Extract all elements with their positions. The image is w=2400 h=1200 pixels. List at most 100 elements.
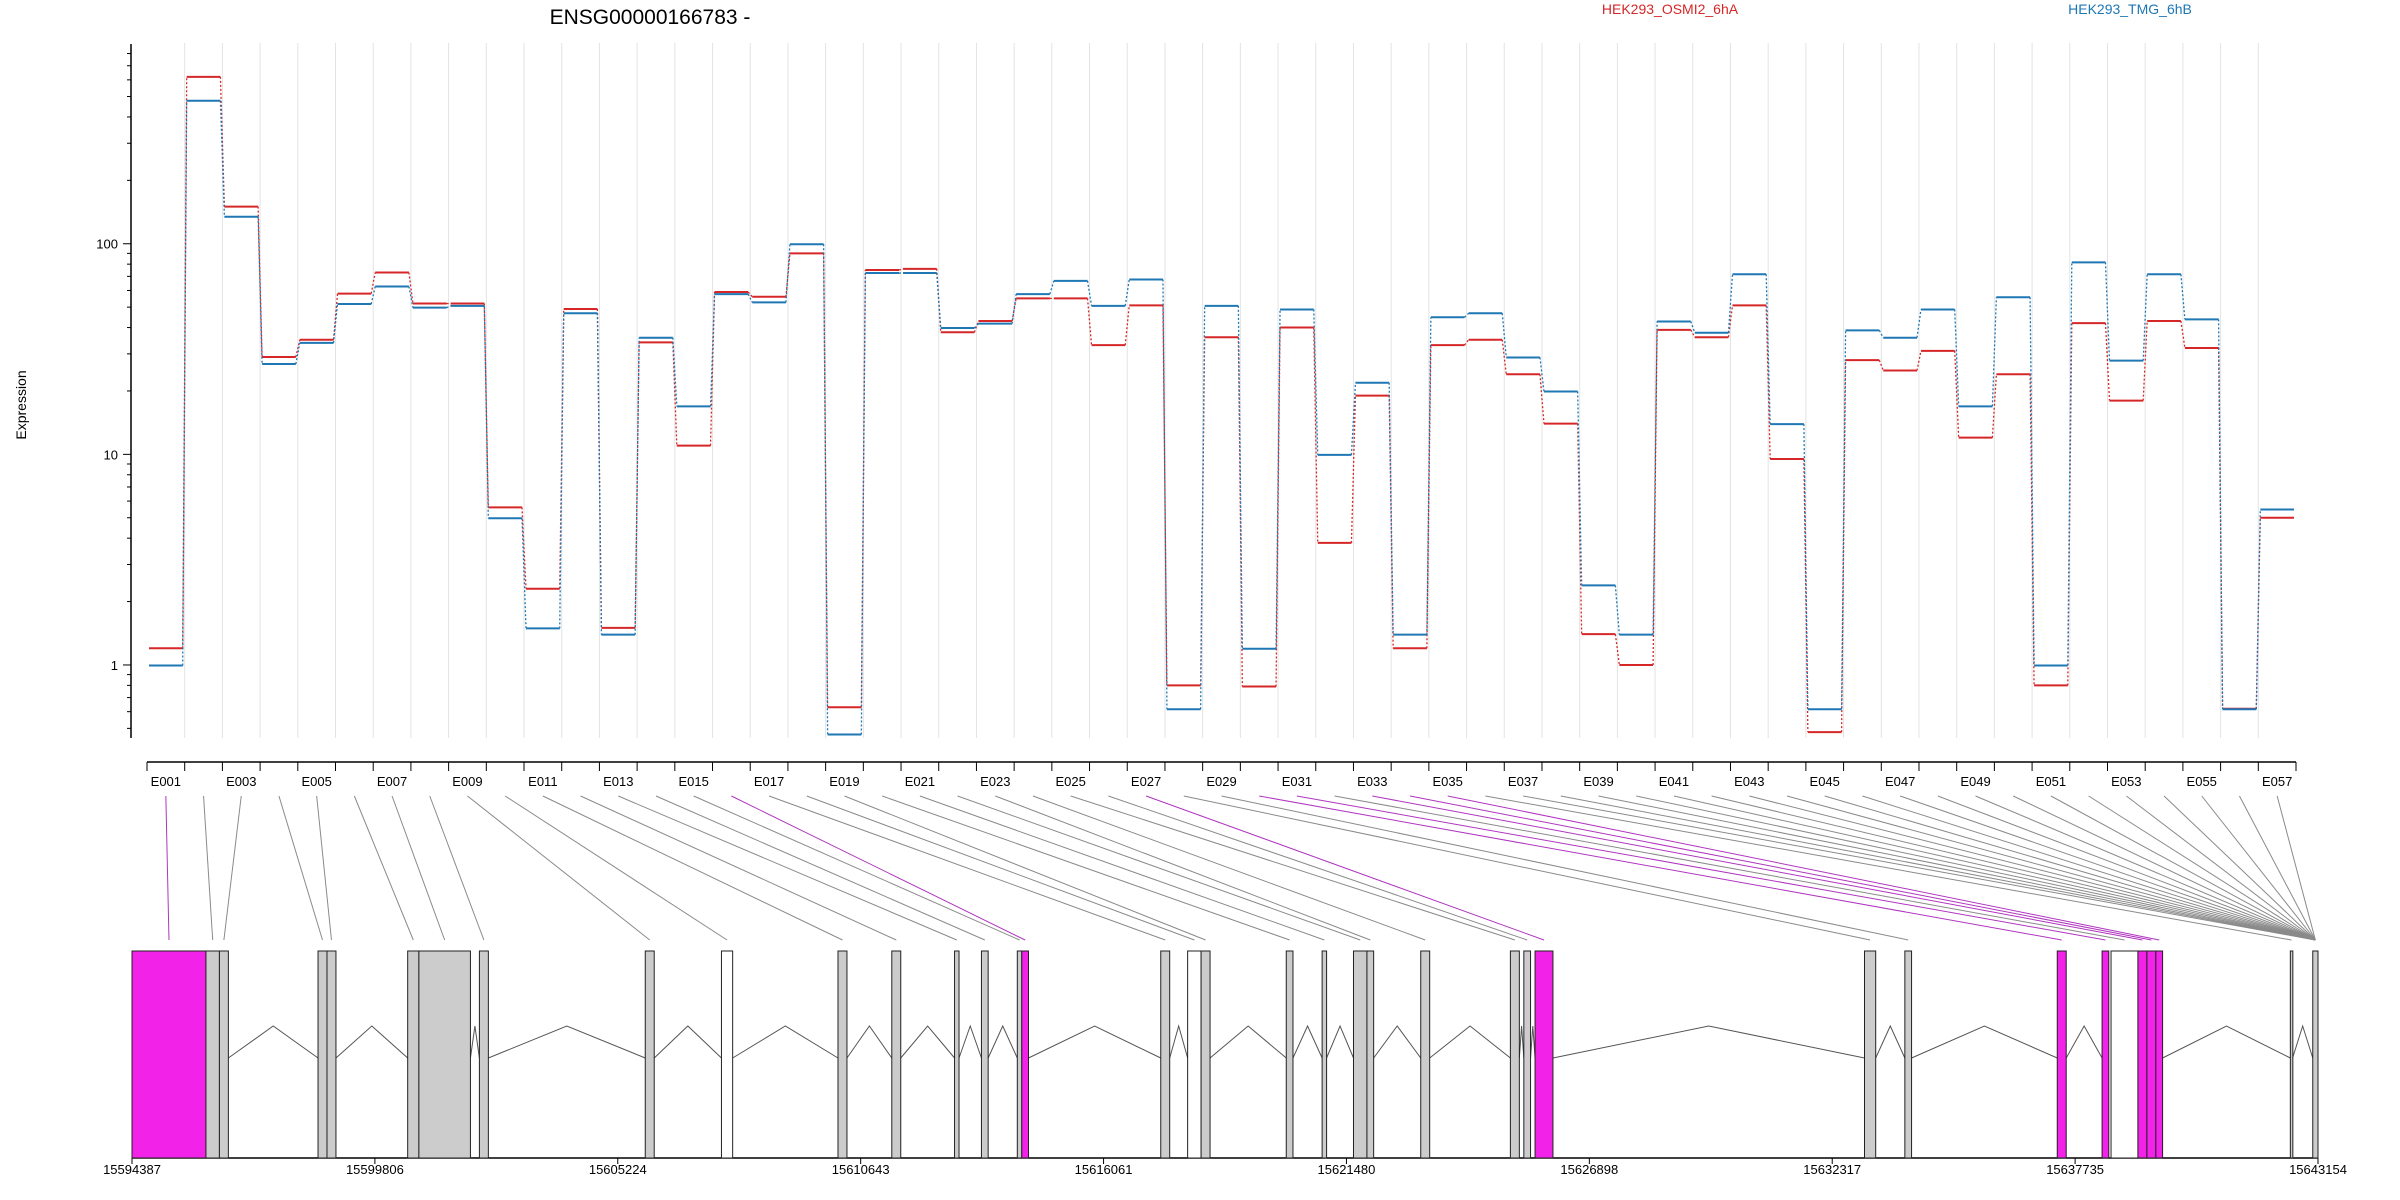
x-tick-label: E025 [1056, 774, 1086, 789]
data-connector [672, 337, 678, 407]
data-connector [1614, 634, 1621, 666]
intron-line [987, 1024, 1018, 1059]
exon-connector [2088, 795, 2316, 941]
exon-connector [655, 795, 986, 941]
exon-box [218, 950, 229, 1159]
exon-connector [1786, 795, 2316, 941]
y-tick-label: 1 [111, 658, 118, 673]
exon-box [2101, 950, 2110, 1159]
intron-line [2162, 1025, 2291, 1059]
data-connector [2217, 319, 2224, 710]
exon-box [326, 950, 337, 1159]
exon-box [1366, 950, 1375, 1159]
intron-line [469, 1025, 480, 1059]
exon-box [644, 950, 655, 1159]
genomic-tick-label: 15610643 [832, 1162, 890, 1177]
data-connector [2104, 262, 2111, 361]
x-tick-label: E009 [452, 774, 482, 789]
intron-line [1028, 1025, 1161, 1059]
exon-connector [353, 795, 414, 941]
data-connector [634, 337, 640, 635]
exon-box [1285, 950, 1294, 1159]
data-connector [332, 303, 339, 343]
exon-box [2110, 950, 2139, 1159]
exon-box [1187, 950, 1202, 1159]
exon-box [2137, 950, 2148, 1159]
exon-connector [919, 795, 1325, 941]
series-tmg [149, 99, 2294, 736]
data-connector [257, 206, 263, 357]
genomic-tick-label: 15594387 [103, 1162, 161, 1177]
data-connector [596, 313, 603, 635]
data-connector [1539, 374, 1545, 424]
data-connector [1840, 360, 1847, 733]
data-connector [2180, 274, 2186, 320]
data-connector [1124, 279, 1130, 306]
exon-box [891, 950, 902, 1159]
data-connector [1954, 309, 1960, 407]
exon-box [131, 950, 207, 1159]
exon-box [1352, 950, 1368, 1159]
data-connector [1313, 309, 1319, 455]
data-connector [219, 100, 226, 217]
axes: 1 10 100 E001 E003 E005 E007 E009 E011 E013 E015 E0… [96, 44, 2297, 789]
exon-box [1160, 950, 1171, 1159]
exon-box [1864, 950, 1877, 1159]
exon-connector [693, 795, 1020, 941]
exon-box [954, 950, 960, 1159]
genomic-tick-label: 15643154 [2289, 1162, 2347, 1177]
data-connector [822, 244, 829, 735]
data-connector [785, 244, 791, 303]
exon-connector [1032, 795, 1426, 941]
exon-connector [995, 795, 1371, 941]
data-connector [1539, 357, 1545, 392]
exon-box [2146, 950, 2157, 1159]
x-tick-label: E039 [1583, 774, 1613, 789]
exon-box [1509, 950, 1520, 1159]
data-connector [936, 272, 942, 329]
data-connector [1727, 274, 1734, 333]
exon-connector [1560, 795, 2316, 941]
data-connector [1614, 585, 1621, 635]
exon-connector [1334, 795, 2125, 941]
exon-connector [2239, 795, 2316, 941]
data-connector [709, 294, 716, 407]
x-tick-label: E033 [1357, 774, 1387, 789]
exon-connector [1447, 795, 2160, 941]
exon-box [418, 950, 471, 1159]
exon-connector [1372, 795, 2143, 941]
data-connector [1765, 305, 1771, 460]
x-tick-label: E051 [2036, 774, 2066, 789]
exon-connector [316, 795, 332, 941]
exon-connector [731, 795, 1026, 941]
exon-box [478, 950, 489, 1159]
exon-box [317, 950, 328, 1159]
intron-line [1530, 1025, 1536, 1059]
exon-box [837, 950, 848, 1159]
data-connector [2180, 320, 2186, 349]
intron-line [1209, 1025, 1287, 1059]
intron-line [1911, 1025, 2058, 1059]
data-connector [1199, 305, 1206, 710]
x-tick-label: E017 [754, 774, 784, 789]
y-tick-label: 10 [104, 447, 118, 462]
data-connector [1162, 305, 1168, 686]
intron-line [1552, 1025, 1865, 1059]
exon-connector [1636, 795, 2316, 941]
data-connector [1991, 374, 1998, 438]
exon-box [1420, 950, 1431, 1159]
exon-connector [2050, 795, 2316, 941]
exon-connector [278, 795, 323, 941]
data-connector [1954, 350, 1960, 438]
data-connector [1501, 313, 1507, 358]
y-axis-title: Expression [13, 370, 29, 439]
data-connector [295, 342, 301, 365]
exon-connector [1183, 795, 1871, 941]
data-connector [1690, 321, 1696, 333]
data-connector [1840, 330, 1847, 710]
data-connector [2255, 509, 2261, 710]
x-tick-label: E013 [603, 774, 633, 789]
data-connector [1426, 317, 1432, 635]
x-tick-label: E035 [1433, 774, 1463, 789]
intron-line [958, 1024, 982, 1059]
